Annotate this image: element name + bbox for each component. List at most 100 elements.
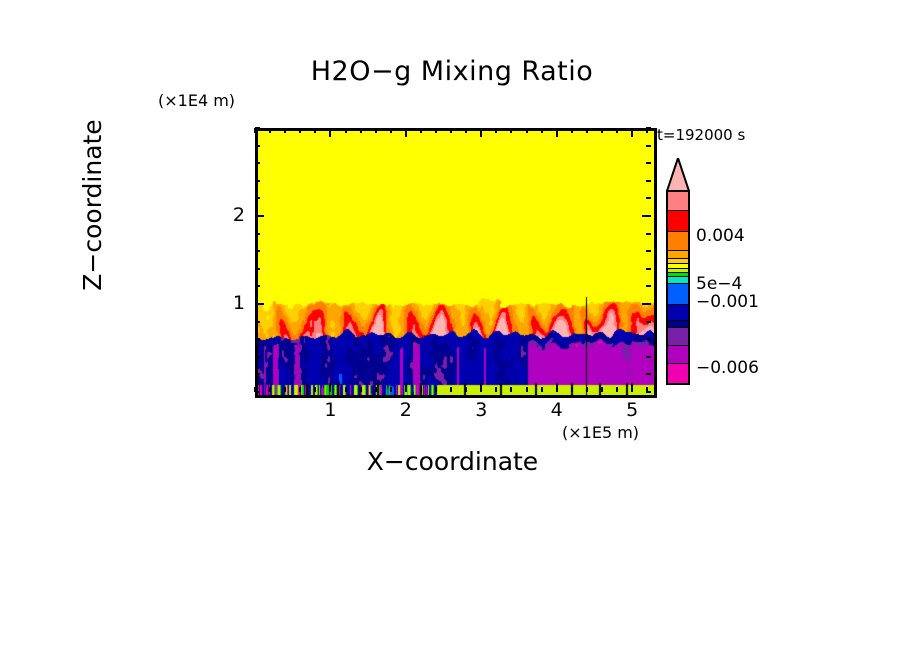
y-tick-minor (255, 355, 260, 358)
x-tick-minor (435, 128, 438, 133)
y-tick-minor (255, 267, 260, 270)
y-tick-minor (646, 391, 651, 393)
y-tick-minor (646, 197, 651, 200)
y-tick-minor (646, 232, 651, 235)
x-tick-minor (284, 387, 287, 392)
y-tick-major (642, 303, 651, 305)
colorbar-band (668, 230, 688, 250)
x-axis-unit-label: (×1E5 m) (562, 423, 640, 442)
x-tick-major (631, 128, 634, 137)
x-tick-major (555, 128, 558, 137)
y-tick-minor (646, 250, 651, 253)
colorbar-band (668, 327, 688, 346)
x-tick-minor (646, 128, 649, 133)
x-tick-minor (600, 387, 603, 392)
y-tick-minor (255, 127, 260, 129)
x-tick-minor (585, 128, 588, 133)
x-tick-minor (570, 128, 573, 133)
x-tick-minor (299, 387, 302, 392)
x-tick-minor (495, 387, 498, 392)
x-tick-major (480, 128, 483, 137)
x-tick-minor (284, 128, 287, 133)
y-tick-minor (255, 197, 260, 200)
x-tick-minor (600, 128, 603, 133)
x-tick-minor (419, 128, 422, 133)
x-tick-label: 1 (324, 399, 337, 421)
x-tick-label: 3 (475, 399, 488, 421)
x-tick-major (555, 383, 558, 392)
y-tick-major (255, 303, 264, 305)
y-tick-minor (646, 338, 651, 341)
x-tick-minor (616, 387, 619, 392)
colorbar-bands (666, 190, 690, 385)
x-tick-minor (314, 128, 317, 133)
contour-plot-panel (255, 128, 657, 398)
contour-field (258, 131, 654, 395)
x-tick-minor (344, 387, 347, 392)
x-tick-major (631, 383, 634, 392)
page-title: H2O−g Mixing Ratio (310, 56, 594, 87)
colorbar-band (668, 250, 688, 259)
y-tick-minor (255, 320, 260, 323)
x-tick-minor (359, 387, 362, 392)
x-tick-major (329, 383, 332, 392)
x-tick-minor (540, 128, 543, 133)
colorbar-band (668, 282, 688, 304)
x-tick-minor (510, 387, 513, 392)
y-tick-minor (255, 373, 260, 376)
x-tick-minor (299, 128, 302, 133)
x-tick-minor (359, 128, 362, 133)
y-tick-minor (255, 179, 260, 182)
z-axis-unit-label: (×1E4 m) (158, 91, 236, 110)
x-tick-minor (254, 128, 256, 133)
x-tick-label: 5 (626, 399, 639, 421)
colorbar-band (668, 320, 688, 328)
x-tick-minor (389, 387, 392, 392)
x-tick-minor (435, 387, 438, 392)
y-tick-minor (255, 285, 260, 288)
y-tick-major (642, 215, 651, 217)
colorbar-band (668, 362, 688, 383)
colorbar-tick-label: 5e−4 (696, 274, 743, 294)
colorbar-band (668, 271, 688, 276)
y-tick-minor (646, 127, 651, 129)
y-tick-minor (255, 144, 260, 147)
x-tick-minor (419, 387, 422, 392)
x-tick-minor (450, 128, 453, 133)
y-tick-minor (255, 338, 260, 341)
colorbar-band (668, 275, 688, 283)
x-tick-major (329, 128, 332, 137)
x-tick-minor (525, 128, 528, 133)
x-tick-minor (540, 387, 543, 392)
x-tick-label: 4 (550, 399, 563, 421)
colorbar-band (668, 258, 688, 263)
x-tick-minor (465, 387, 468, 392)
x-axis-title: X−coordinate (366, 447, 539, 476)
colorbar-band (668, 345, 688, 363)
x-tick-minor (269, 387, 272, 392)
x-tick-label: 2 (399, 399, 412, 421)
x-tick-minor (570, 387, 573, 392)
y-tick-minor (646, 285, 651, 288)
colorbar-band (668, 267, 688, 272)
x-tick-minor (374, 128, 377, 133)
y-tick-minor (255, 391, 260, 393)
y-tick-minor (646, 267, 651, 270)
y-tick-minor (646, 320, 651, 323)
x-tick-minor (646, 387, 649, 392)
y-tick-major (255, 215, 264, 217)
y-tick-minor (255, 232, 260, 235)
x-tick-minor (585, 387, 588, 392)
x-tick-minor (389, 128, 392, 133)
y-axis-title: Z−coordinate (78, 119, 107, 291)
x-tick-minor (616, 128, 619, 133)
colorbar-band (668, 262, 688, 268)
x-tick-minor (314, 387, 317, 392)
y-tick-minor (646, 179, 651, 182)
x-tick-minor (495, 128, 498, 133)
x-tick-major (480, 383, 483, 392)
y-tick-minor (646, 373, 651, 376)
colorbar-tip-icon (666, 158, 690, 191)
x-tick-major (404, 128, 407, 137)
x-tick-minor (465, 128, 468, 133)
